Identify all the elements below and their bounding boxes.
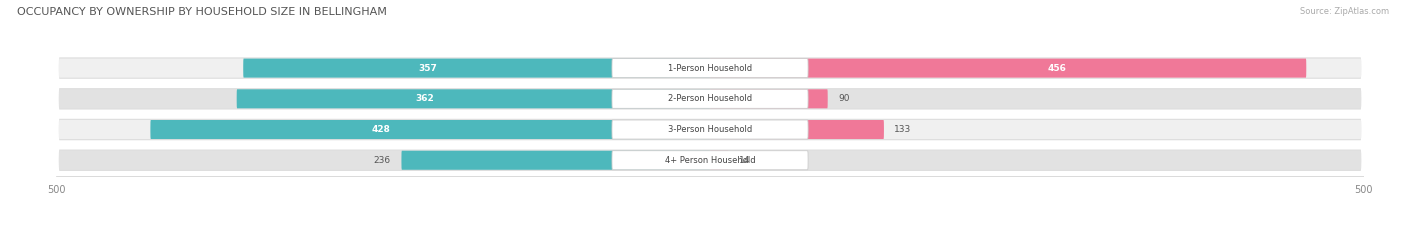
FancyBboxPatch shape [59,89,1361,108]
Text: 428: 428 [371,125,391,134]
FancyBboxPatch shape [710,120,884,139]
FancyBboxPatch shape [710,89,828,108]
FancyBboxPatch shape [236,89,710,108]
FancyBboxPatch shape [150,120,710,139]
Text: 14: 14 [738,156,751,165]
Text: Source: ZipAtlas.com: Source: ZipAtlas.com [1301,7,1389,16]
Text: 362: 362 [415,94,433,103]
Text: 1-Person Household: 1-Person Household [668,64,752,73]
Text: 3-Person Household: 3-Person Household [668,125,752,134]
FancyBboxPatch shape [710,58,1306,78]
Text: 90: 90 [838,94,849,103]
FancyBboxPatch shape [612,58,808,78]
FancyBboxPatch shape [59,150,1361,171]
FancyBboxPatch shape [612,120,808,139]
Text: 236: 236 [374,156,391,165]
FancyBboxPatch shape [59,119,1361,140]
Text: 456: 456 [1047,64,1067,73]
FancyBboxPatch shape [59,88,1361,110]
Text: 357: 357 [418,64,437,73]
Text: OCCUPANCY BY OWNERSHIP BY HOUSEHOLD SIZE IN BELLINGHAM: OCCUPANCY BY OWNERSHIP BY HOUSEHOLD SIZE… [17,7,387,17]
FancyBboxPatch shape [612,89,808,108]
FancyBboxPatch shape [710,151,728,170]
Text: 133: 133 [894,125,911,134]
Text: 2-Person Household: 2-Person Household [668,94,752,103]
FancyBboxPatch shape [59,57,1361,79]
FancyBboxPatch shape [402,151,710,170]
FancyBboxPatch shape [59,120,1361,139]
Text: 4+ Person Household: 4+ Person Household [665,156,755,165]
FancyBboxPatch shape [59,58,1361,78]
FancyBboxPatch shape [243,58,710,78]
FancyBboxPatch shape [612,151,808,170]
FancyBboxPatch shape [59,151,1361,170]
